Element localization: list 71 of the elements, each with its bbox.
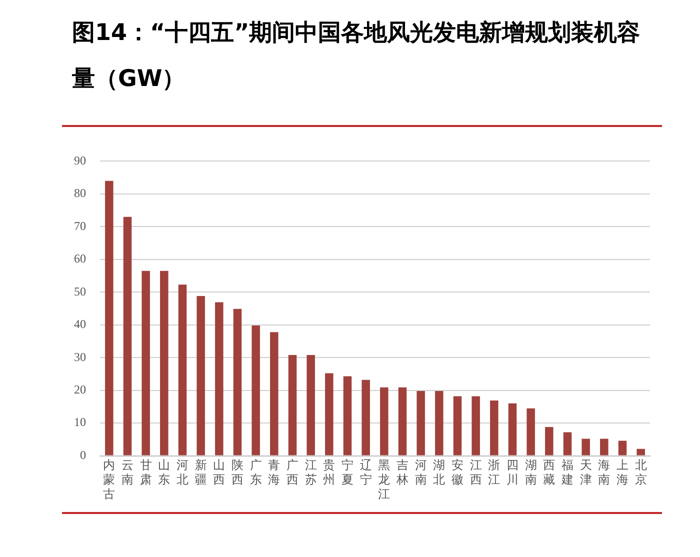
bar [178,284,187,456]
bar [160,270,168,456]
bar [618,440,627,456]
x-tick-label: 上海 [616,458,628,487]
bar [416,390,425,456]
bar [545,426,554,456]
bar [380,387,388,456]
y-tick-label: 70 [74,218,86,233]
x-tick-label: 江苏 [304,458,317,487]
x-tick-label: 山西 [213,458,226,487]
x-tick-label: 天津 [580,458,592,487]
bar [453,396,462,456]
x-tick-label: 湖北 [433,458,446,487]
x-tick-label: 海南 [598,458,610,487]
bar [196,296,205,456]
x-tick-label: 陕西 [232,458,244,487]
x-tick-label: 山东 [158,458,170,487]
x-tick-label: 北京 [634,458,647,487]
y-tick-label: 0 [80,448,86,462]
x-tick-label: 贵州 [323,458,336,487]
y-tick-label: 10 [74,415,86,430]
bar [288,354,297,456]
x-tick-label: 辽宁 [360,458,372,487]
y-tick-label: 50 [74,284,86,298]
y-tick-label: 80 [74,186,86,200]
x-tick-label: 湖南 [524,458,537,487]
y-tick-label: 30 [74,350,86,364]
x-tick-label: 浙江 [488,458,500,487]
bar [600,438,608,456]
x-tick-label: 广东 [250,458,262,487]
bar [123,216,132,456]
bar [398,387,407,456]
bar [215,302,224,456]
x-tick-label: 宁夏 [342,458,354,487]
bar [142,270,150,456]
y-tick-label: 20 [74,382,86,396]
x-tick-label: 安徽 [452,458,464,487]
bar [252,326,260,456]
bar [582,438,590,456]
bar [233,308,242,456]
x-tick-label: 新疆 [194,458,207,487]
x-tick-label: 河南 [414,458,427,487]
x-tick-label: 黑龙江 [378,458,390,501]
bar [490,400,498,456]
x-tick-label: 广西 [286,458,298,487]
x-tick-label: 福建 [560,458,574,487]
x-tick-label: 四川 [506,458,518,487]
x-tick-label: 甘肃 [140,458,152,487]
y-tick-label: 40 [74,317,86,332]
bar [362,380,370,456]
x-tick-label: 吉林 [396,458,408,487]
bar [435,390,444,456]
x-tick-label: 内蒙古 [103,458,116,501]
bar [270,332,278,456]
bar [325,373,334,456]
bar [343,376,352,456]
x-tick-label: 西藏 [543,458,556,487]
bar [563,432,572,456]
y-tick-label: 60 [74,252,86,266]
x-tick-label: 云南 [122,458,134,487]
y-tick-label: 90 [74,153,86,168]
bar [105,180,114,456]
bar [508,403,517,456]
bar [526,408,535,456]
bar [636,448,645,456]
bar [306,354,315,456]
x-tick-label: 江西 [470,458,482,487]
chart-title: 图14：“十四五”期间中国各地风光发电新增规划装机容量（GW） [72,19,642,94]
x-tick-label: 河北 [176,458,188,487]
bar [472,396,480,456]
x-tick-label: 青海 [268,458,280,487]
